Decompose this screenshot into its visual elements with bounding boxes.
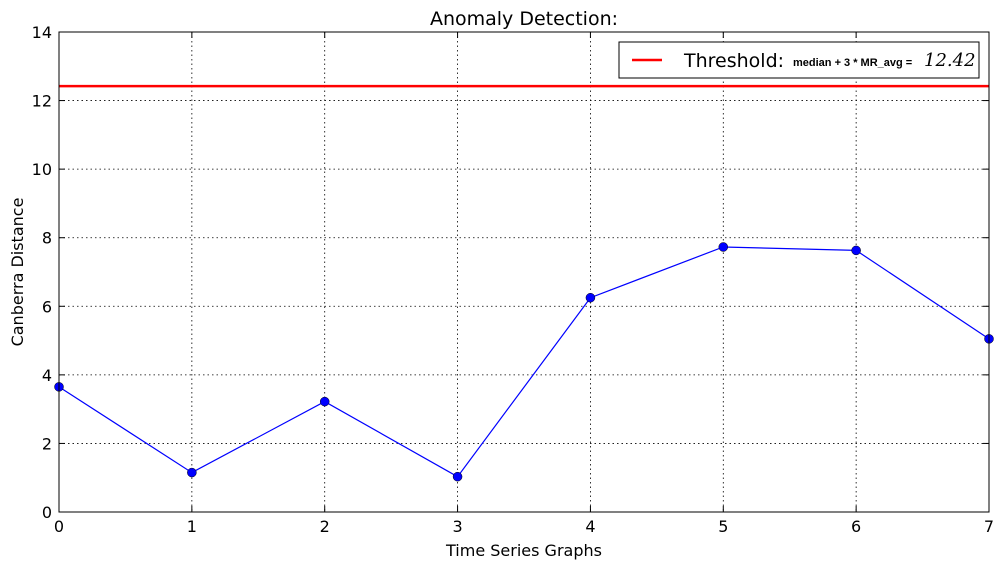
legend-box xyxy=(618,41,980,79)
legend: Threshold: median + 3 * MR_avg = 12.42 xyxy=(618,41,980,79)
legend-threshold-formula: median + 3 * MR_avg = xyxy=(793,57,912,69)
x-axis-title: Time Series Graphs xyxy=(445,541,602,560)
series-line xyxy=(58,246,990,478)
data-point xyxy=(718,242,729,252)
legend-threshold-value: 12.42 xyxy=(924,50,976,71)
x-tick-label: 0 xyxy=(54,517,64,536)
data-point xyxy=(452,471,463,482)
y-axis-title: Canberra Distance xyxy=(8,198,27,347)
y-tick-label: 14 xyxy=(32,23,52,42)
data-point xyxy=(585,292,596,303)
y-tick-label: 8 xyxy=(42,229,52,248)
data-point xyxy=(851,245,861,256)
y-tick-label: 2 xyxy=(42,434,52,453)
y-tick-label: 0 xyxy=(42,503,52,522)
x-tick-label: 2 xyxy=(320,517,330,536)
y-tick-label: 12 xyxy=(32,92,52,111)
series-group xyxy=(54,242,994,482)
data-point xyxy=(187,467,197,478)
grid-lines xyxy=(58,31,990,513)
y-tick-label: 4 xyxy=(42,366,52,385)
x-tick-label: 5 xyxy=(718,517,728,536)
chart-title: Anomaly Detection: xyxy=(430,8,618,30)
x-tick-label: 1 xyxy=(187,517,197,536)
x-tick-label: 7 xyxy=(984,517,994,536)
x-tick-label: 3 xyxy=(452,517,462,536)
plot-frame xyxy=(58,31,990,513)
x-tick-label: 6 xyxy=(851,517,861,536)
data-point xyxy=(319,396,330,407)
legend-threshold-label: Threshold: xyxy=(683,50,784,72)
y-tick-label: 6 xyxy=(42,297,52,316)
x-tick-label: 4 xyxy=(585,517,595,536)
y-tick-label: 10 xyxy=(32,160,52,179)
